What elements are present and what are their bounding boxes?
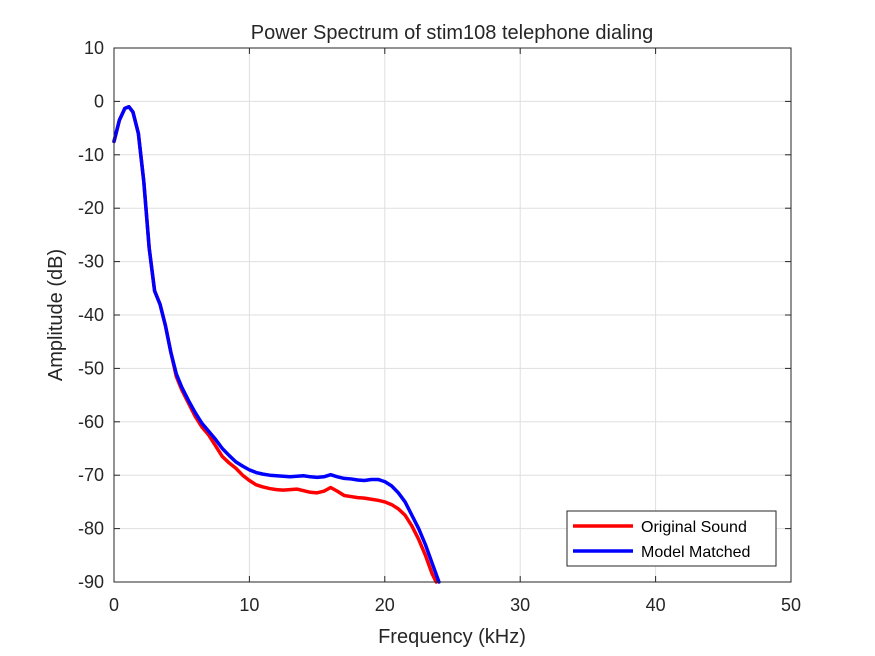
y-tick-label: -30 xyxy=(78,252,104,272)
axis-ticks: 0 10 20 30 40 50 -90 -80 -70 -60 -50 -40 -30 -20 -10 0 1… xyxy=(78,38,801,615)
y-tick-label: -90 xyxy=(78,572,104,592)
x-tick-label: 0 xyxy=(109,595,119,615)
y-tick-label: -50 xyxy=(78,358,104,378)
y-axis-title: Amplitude (dB) xyxy=(45,249,67,381)
y-tick-label: -40 xyxy=(78,305,104,325)
x-tick-label: 20 xyxy=(375,595,395,615)
y-tick-label: 0 xyxy=(94,91,104,111)
x-tick-label: 10 xyxy=(239,595,259,615)
y-tick-label: -20 xyxy=(78,198,104,218)
y-tick-label: -60 xyxy=(78,412,104,432)
chart-title: Power Spectrum of stim108 telephone dial… xyxy=(251,22,653,44)
legend: Original Sound Model Matched xyxy=(566,510,777,567)
legend-label-original-sound: Original Sound xyxy=(641,519,747,536)
y-tick-label: 10 xyxy=(84,38,104,58)
y-tick-label: -70 xyxy=(78,465,104,485)
y-tick-label: -80 xyxy=(78,519,104,539)
series-line-model-matched xyxy=(112,104,441,584)
legend-box xyxy=(566,510,777,567)
legend-label-model-matched: Model Matched xyxy=(641,544,750,561)
x-tick-label: 30 xyxy=(510,595,530,615)
x-tick-label: 40 xyxy=(646,595,666,615)
grid-lines xyxy=(113,47,792,583)
x-tick-label: 50 xyxy=(781,595,801,615)
y-tick-label: -10 xyxy=(78,145,104,165)
series-layer xyxy=(112,104,441,584)
x-axis-title: Frequency (kHz) xyxy=(378,626,526,648)
